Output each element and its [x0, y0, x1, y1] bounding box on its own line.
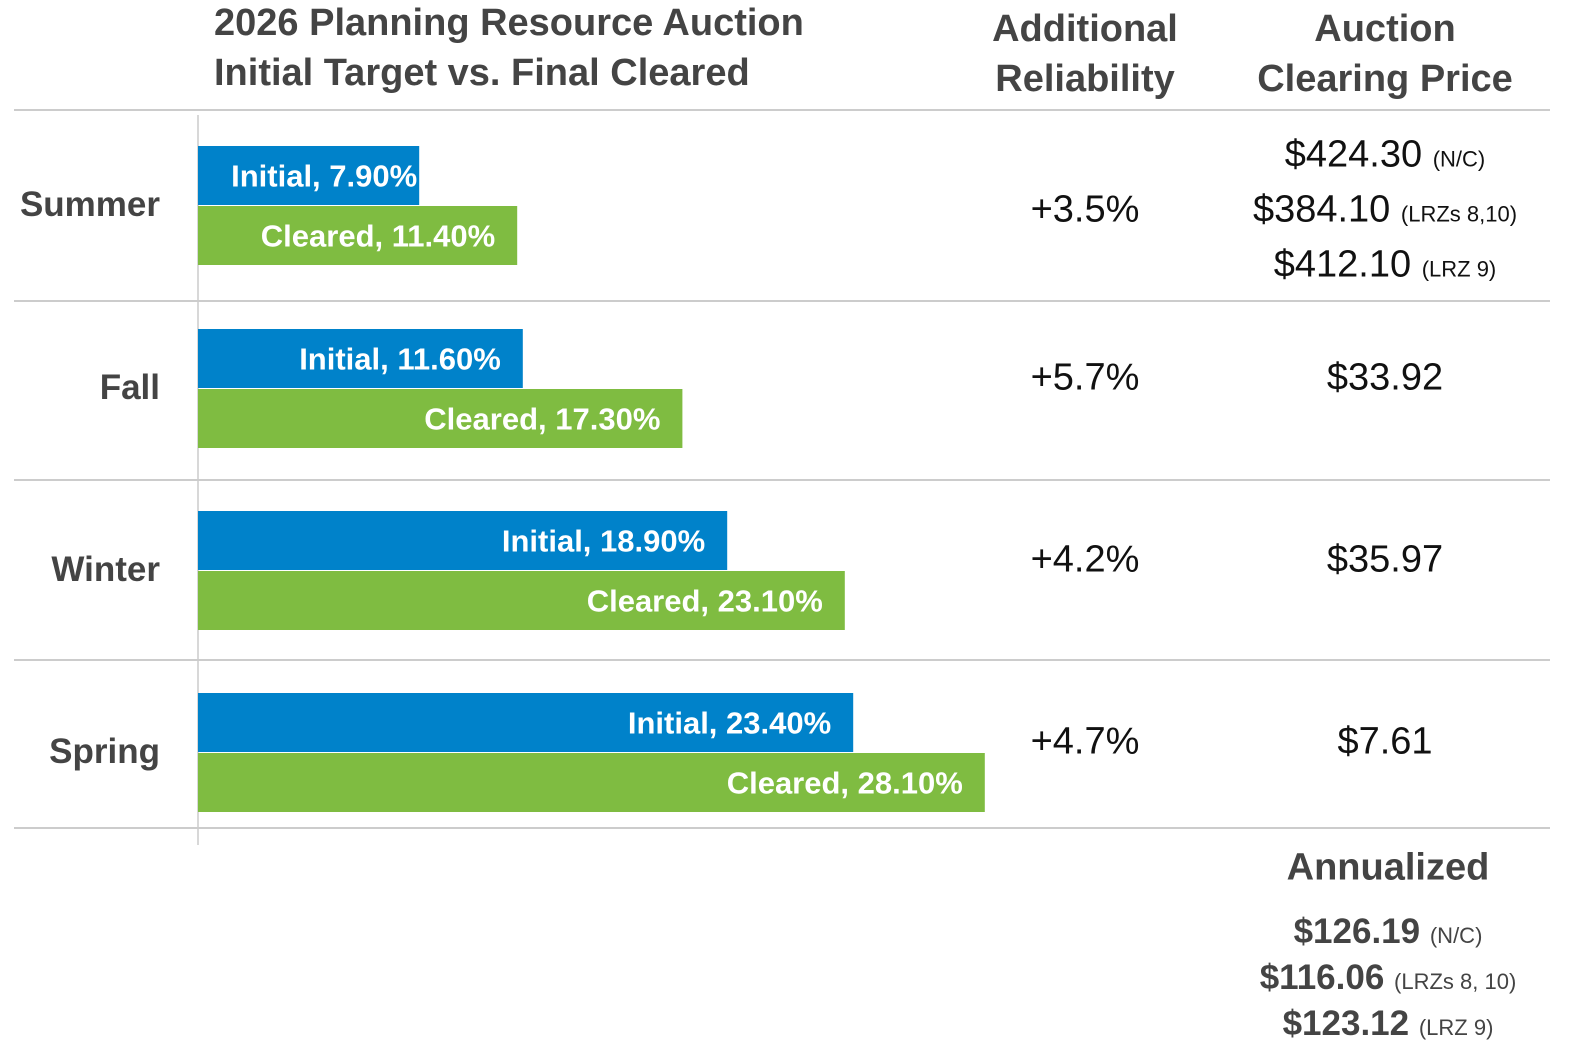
price: $126.19 — [1293, 912, 1421, 951]
price-note: (N/C) — [1432, 146, 1486, 172]
bar — [198, 693, 854, 752]
price-note: (N/C) — [1429, 923, 1483, 948]
bar-label: Initial, 23.40% — [628, 706, 831, 741]
price: $35.97 — [1326, 538, 1444, 581]
price: $384.10 — [1252, 188, 1391, 231]
annualized-price: $126.19 (N/C) — [1294, 912, 1483, 952]
reliability-value: +4.2% — [1030, 538, 1140, 581]
price-note: (LRZs 8, 10) — [1394, 969, 1517, 994]
reliability-value: +3.5% — [1030, 188, 1140, 231]
price: $116.06 — [1259, 958, 1385, 997]
column-header: Additional Reliability — [992, 8, 1178, 100]
clearing-price: $7.61 — [1337, 721, 1432, 764]
annualized-price: $116.06 (LRZs 8, 10) — [1260, 958, 1517, 998]
category-label: Spring — [49, 732, 160, 771]
clearing-price: $384.10 (LRZs 8,10) — [1253, 189, 1517, 232]
bar — [198, 389, 683, 448]
category-label: Winter — [51, 550, 160, 589]
price: $123.12 — [1282, 1004, 1410, 1043]
bar-label: Cleared, 17.30% — [424, 402, 660, 437]
price: $7.61 — [1337, 720, 1433, 763]
category-label: Summer — [19, 185, 160, 224]
column-header: Auction Clearing Price — [1257, 8, 1513, 100]
clearing-price: $33.92 — [1327, 357, 1443, 400]
reliability-value: +4.7% — [1030, 720, 1140, 763]
clearing-price: $424.30 (N/C) — [1285, 134, 1485, 177]
bar-label: Cleared, 23.10% — [587, 584, 823, 619]
bar-label: Cleared, 28.10% — [727, 766, 963, 801]
bar — [198, 753, 985, 812]
price: $412.10 — [1273, 243, 1412, 286]
bar — [198, 146, 420, 205]
bar-label: Initial, 11.60% — [299, 342, 501, 377]
bar — [198, 511, 728, 570]
category-label: Fall — [99, 368, 160, 407]
annualized-price: $123.12 (LRZ 9) — [1283, 1004, 1494, 1044]
price-note: (LRZ 9) — [1421, 256, 1497, 282]
bar — [198, 571, 845, 630]
chart-subtitle: Initial Target vs. Final Cleared — [214, 52, 750, 94]
price: $424.30 — [1284, 133, 1423, 176]
bar-label: Cleared, 11.40% — [261, 219, 495, 254]
clearing-price: $412.10 (LRZ 9) — [1274, 244, 1497, 287]
bar-label: Initial, 18.90% — [502, 524, 705, 559]
clearing-price: $35.97 — [1327, 539, 1443, 582]
price: $33.92 — [1326, 356, 1444, 399]
bar — [198, 206, 518, 265]
annualized-title: Annualized — [1286, 846, 1490, 889]
chart-title: 2026 Planning Resource Auction — [214, 2, 804, 44]
bar — [198, 329, 523, 388]
bar-label: Initial, 7.90% — [231, 159, 417, 194]
price-note: (LRZ 9) — [1418, 1015, 1494, 1040]
reliability-value: +5.7% — [1030, 356, 1140, 399]
price-note: (LRZs 8,10) — [1400, 201, 1518, 227]
